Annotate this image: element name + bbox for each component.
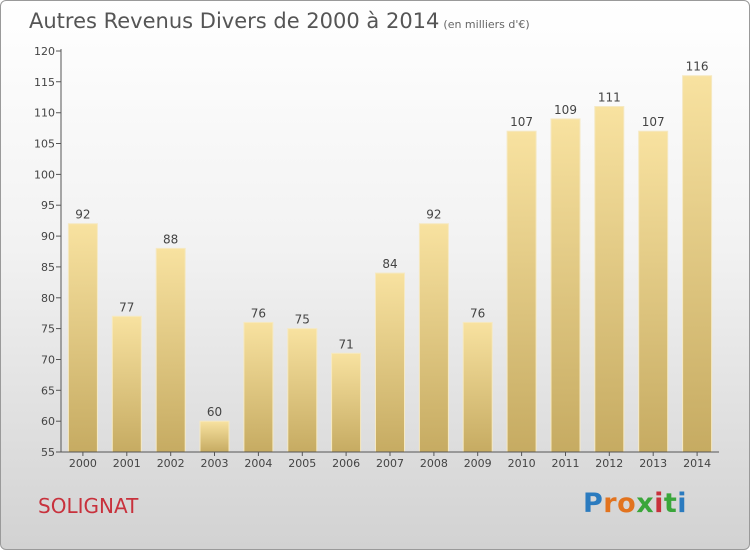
data-label-2013: 107 bbox=[642, 115, 665, 129]
x-tick-label-2001: 2001 bbox=[113, 457, 141, 470]
data-label-2006: 71 bbox=[338, 337, 353, 351]
data-label-2009: 76 bbox=[470, 306, 485, 320]
x-tick-label-2012: 2012 bbox=[595, 457, 623, 470]
x-tick-label-2009: 2009 bbox=[464, 457, 492, 470]
y-tick-label-65: 65 bbox=[41, 384, 55, 397]
bar-2012 bbox=[594, 106, 625, 453]
y-tick-label-80: 80 bbox=[41, 292, 55, 305]
data-label-2003: 60 bbox=[207, 405, 222, 419]
logo-letter: P bbox=[583, 488, 604, 519]
logo-letter: r bbox=[603, 488, 618, 519]
chart-title-text: Autres Revenus Divers de 2000 à 2014 bbox=[29, 9, 440, 33]
y-tick-label-55: 55 bbox=[41, 446, 55, 459]
y-tick-label-85: 85 bbox=[41, 261, 55, 274]
y-tick-label-105: 105 bbox=[34, 138, 55, 151]
bar-2013 bbox=[638, 130, 669, 453]
logo-letter: i bbox=[654, 488, 664, 519]
data-label-2001: 77 bbox=[119, 300, 134, 314]
bar-2005 bbox=[287, 328, 318, 453]
data-label-2010: 107 bbox=[510, 115, 533, 129]
bar-2007 bbox=[375, 272, 405, 453]
bar-2004 bbox=[243, 321, 274, 453]
y-tick-label-115: 115 bbox=[34, 76, 55, 89]
x-tick-label-2005: 2005 bbox=[288, 457, 316, 470]
x-tick-label-2008: 2008 bbox=[420, 457, 448, 470]
x-tick-label-2000: 2000 bbox=[69, 457, 97, 470]
y-tick-label-120: 120 bbox=[34, 45, 55, 58]
y-tick-label-75: 75 bbox=[41, 323, 55, 336]
x-tick-label-2010: 2010 bbox=[508, 457, 536, 470]
bar-2008 bbox=[418, 223, 449, 453]
chart-title: Autres Revenus Divers de 2000 à 2014 (en … bbox=[29, 9, 530, 33]
data-label-2011: 109 bbox=[554, 103, 577, 117]
bar-2014 bbox=[682, 75, 713, 453]
bar-2003 bbox=[199, 420, 230, 453]
data-label-2008: 92 bbox=[426, 208, 441, 222]
bar-2001 bbox=[111, 315, 142, 453]
logo-letter: t bbox=[663, 488, 678, 519]
bar-2000 bbox=[67, 223, 98, 453]
logo-letter: i bbox=[677, 488, 688, 519]
bar-2002 bbox=[155, 247, 186, 453]
y-tick-label-95: 95 bbox=[41, 199, 55, 212]
chart-subtitle: (en milliers d'€) bbox=[443, 18, 530, 31]
data-label-2002: 88 bbox=[163, 232, 178, 246]
y-tick-label-100: 100 bbox=[34, 168, 55, 181]
proxiti-logo: Proxiti bbox=[583, 488, 687, 519]
data-label-2004: 76 bbox=[251, 306, 266, 320]
x-tick-label-2014: 2014 bbox=[683, 457, 711, 470]
x-tick-label-2011: 2011 bbox=[552, 457, 580, 470]
x-tick-label-2013: 2013 bbox=[639, 457, 667, 470]
y-tick-label-110: 110 bbox=[34, 107, 55, 120]
bar-2009 bbox=[462, 321, 493, 453]
x-tick-label-2007: 2007 bbox=[376, 457, 404, 470]
x-tick-label-2006: 2006 bbox=[332, 457, 360, 470]
logo-letter: x bbox=[636, 488, 655, 519]
x-tick-label-2003: 2003 bbox=[201, 457, 229, 470]
x-tick-label-2004: 2004 bbox=[244, 457, 272, 470]
data-label-2007: 84 bbox=[382, 257, 397, 271]
bar-2010 bbox=[506, 130, 537, 453]
data-label-2014: 116 bbox=[686, 60, 709, 74]
y-tick-label-60: 60 bbox=[41, 415, 55, 428]
city-name: SOLIGNAT bbox=[38, 494, 139, 518]
y-tick-label-70: 70 bbox=[41, 354, 55, 367]
data-label-2012: 111 bbox=[598, 91, 621, 105]
data-label-2005: 75 bbox=[295, 313, 310, 327]
y-tick-label-90: 90 bbox=[41, 230, 55, 243]
bar-2011 bbox=[550, 118, 581, 453]
logo-letter: o bbox=[617, 488, 637, 519]
data-label-2000: 92 bbox=[75, 208, 90, 222]
bar-2006 bbox=[331, 352, 362, 453]
x-tick-label-2002: 2002 bbox=[157, 457, 185, 470]
